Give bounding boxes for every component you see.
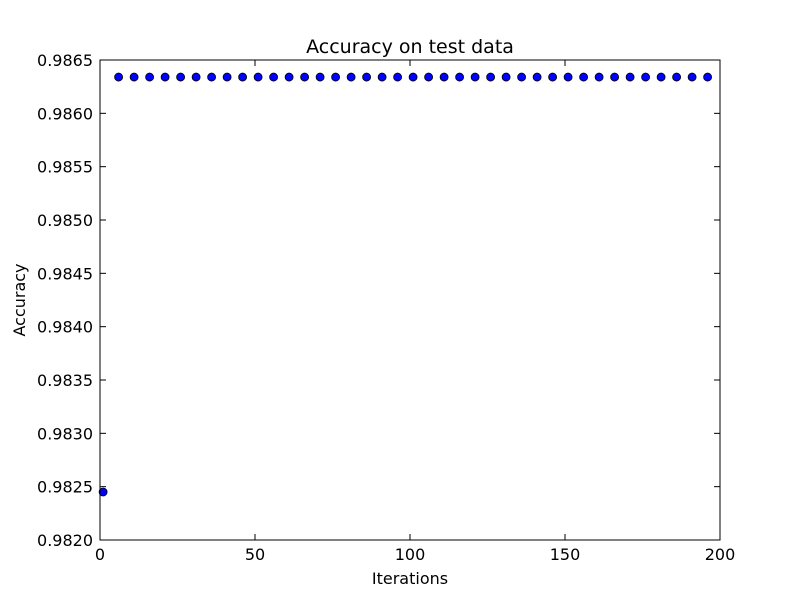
data-point (517, 72, 526, 82)
chart-title: Accuracy on test data (306, 36, 514, 58)
data-point (579, 72, 588, 82)
data-point (532, 72, 542, 82)
y-tick-label: 0.9825 (37, 478, 93, 497)
points-layer (98, 72, 712, 497)
data-point (393, 72, 403, 82)
y-tick-label: 0.9850 (37, 211, 93, 230)
ticks-layer: 0 50 100 150 200 0.9820 0.9825 0.9830 0.9835 0.98… (37, 51, 735, 564)
data-point (191, 72, 201, 82)
x-tick-label: 100 (395, 545, 426, 564)
data-point (408, 72, 418, 82)
data-point (501, 72, 511, 82)
y-tick-label: 0.9830 (37, 424, 93, 443)
y-tick-label: 0.9855 (37, 158, 93, 177)
x-tick-label: 0 (95, 545, 105, 564)
data-point (641, 72, 650, 82)
data-point (563, 72, 573, 82)
y-axis-label: Accuracy (10, 263, 29, 336)
x-tick-label: 150 (550, 545, 581, 564)
data-point (439, 72, 449, 82)
data-point (207, 72, 217, 82)
x-axis-label: Iterations (372, 569, 448, 588)
y-tick-label: 0.9840 (37, 318, 93, 337)
data-point (362, 72, 372, 82)
data-point (160, 72, 170, 82)
y-tick-label: 0.9865 (37, 51, 93, 70)
y-tick-label: 0.9860 (37, 104, 93, 123)
data-point (703, 72, 712, 82)
data-point (145, 72, 155, 82)
data-point (610, 72, 619, 82)
data-point (424, 72, 434, 82)
data-point (548, 72, 557, 82)
y-tick-label: 0.9835 (37, 371, 93, 390)
data-point (486, 72, 496, 82)
x-tick-label: 50 (245, 545, 265, 564)
data-point (222, 72, 232, 82)
data-point (470, 72, 480, 82)
data-point (176, 72, 186, 82)
data-point (253, 72, 263, 82)
data-point (687, 72, 697, 82)
data-point (331, 72, 341, 82)
data-point (346, 72, 356, 82)
plot-frame (99, 59, 721, 541)
y-tick-label: 0.9845 (37, 264, 93, 283)
y-tick-label: 0.9820 (37, 531, 93, 550)
data-point (269, 72, 279, 82)
data-point (594, 72, 604, 82)
data-point (377, 72, 387, 82)
data-point (315, 72, 325, 82)
data-point (98, 487, 108, 497)
data-point (114, 72, 123, 82)
data-point (238, 72, 248, 82)
data-point (672, 72, 681, 82)
data-point (656, 72, 666, 82)
x-tick-label: 200 (705, 545, 736, 564)
data-point (284, 72, 294, 82)
data-point (625, 72, 635, 82)
data-point (455, 72, 465, 82)
data-point (129, 72, 139, 82)
data-point (300, 72, 310, 82)
